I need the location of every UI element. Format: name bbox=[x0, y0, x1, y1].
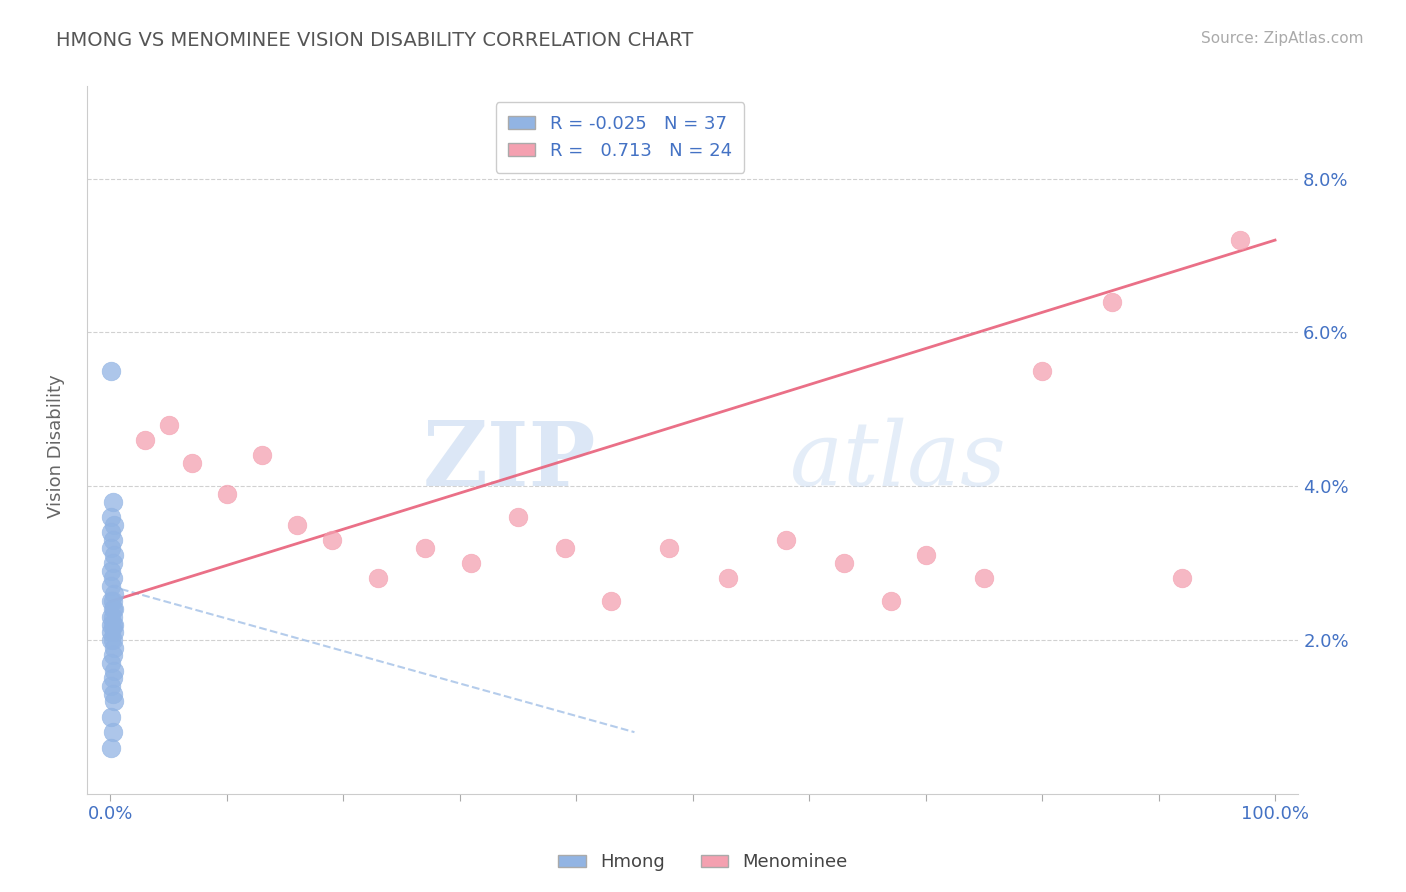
Point bbox=[103, 617, 125, 632]
Point bbox=[717, 571, 740, 585]
Point bbox=[103, 587, 125, 601]
Point bbox=[100, 710, 122, 724]
Point bbox=[879, 594, 901, 608]
Point bbox=[100, 740, 122, 755]
Point bbox=[100, 364, 122, 378]
Text: Source: ZipAtlas.com: Source: ZipAtlas.com bbox=[1201, 31, 1364, 46]
Point bbox=[1031, 364, 1053, 378]
Point bbox=[100, 541, 122, 555]
Point bbox=[321, 533, 343, 547]
Point bbox=[600, 594, 623, 608]
Point bbox=[101, 494, 124, 508]
Point bbox=[101, 632, 124, 647]
Point bbox=[100, 656, 122, 670]
Point bbox=[101, 594, 124, 608]
Legend: Hmong, Menominee: Hmong, Menominee bbox=[551, 847, 855, 879]
Point bbox=[100, 594, 122, 608]
Text: HMONG VS MENOMINEE VISION DISABILITY CORRELATION CHART: HMONG VS MENOMINEE VISION DISABILITY COR… bbox=[56, 31, 693, 50]
Point bbox=[215, 487, 238, 501]
Point bbox=[658, 541, 681, 555]
Point bbox=[103, 694, 125, 708]
Point bbox=[100, 617, 122, 632]
Point bbox=[832, 556, 855, 570]
Legend: R = -0.025   N = 37, R =   0.713   N = 24: R = -0.025 N = 37, R = 0.713 N = 24 bbox=[495, 103, 744, 173]
Point bbox=[914, 549, 936, 563]
Point bbox=[506, 509, 529, 524]
Point bbox=[101, 556, 124, 570]
Point bbox=[101, 725, 124, 739]
Point bbox=[103, 602, 125, 616]
Point bbox=[973, 571, 995, 585]
Point bbox=[100, 525, 122, 540]
Point bbox=[367, 571, 389, 585]
Point bbox=[103, 625, 125, 640]
Point bbox=[157, 417, 180, 432]
Point bbox=[100, 679, 122, 693]
Point bbox=[1101, 294, 1123, 309]
Point bbox=[180, 456, 202, 470]
Point bbox=[103, 664, 125, 678]
Text: Vision Disability: Vision Disability bbox=[48, 374, 65, 518]
Point bbox=[460, 556, 482, 570]
Text: ZIP: ZIP bbox=[422, 417, 596, 505]
Point bbox=[101, 617, 124, 632]
Point bbox=[250, 449, 273, 463]
Point bbox=[554, 541, 576, 555]
Point bbox=[101, 671, 124, 685]
Point bbox=[775, 533, 797, 547]
Point bbox=[103, 549, 125, 563]
Point bbox=[1171, 571, 1194, 585]
Point bbox=[100, 509, 122, 524]
Point bbox=[101, 610, 124, 624]
Point bbox=[100, 579, 122, 593]
Point bbox=[103, 517, 125, 532]
Point bbox=[100, 564, 122, 578]
Point bbox=[100, 610, 122, 624]
Point bbox=[101, 571, 124, 585]
Point bbox=[101, 648, 124, 663]
Point bbox=[103, 640, 125, 655]
Point bbox=[134, 433, 156, 447]
Text: atlas: atlas bbox=[790, 417, 1005, 505]
Point bbox=[100, 625, 122, 640]
Point bbox=[285, 517, 308, 532]
Point bbox=[101, 687, 124, 701]
Point bbox=[101, 533, 124, 547]
Point bbox=[413, 541, 436, 555]
Point bbox=[100, 632, 122, 647]
Point bbox=[101, 602, 124, 616]
Point bbox=[1229, 233, 1251, 247]
